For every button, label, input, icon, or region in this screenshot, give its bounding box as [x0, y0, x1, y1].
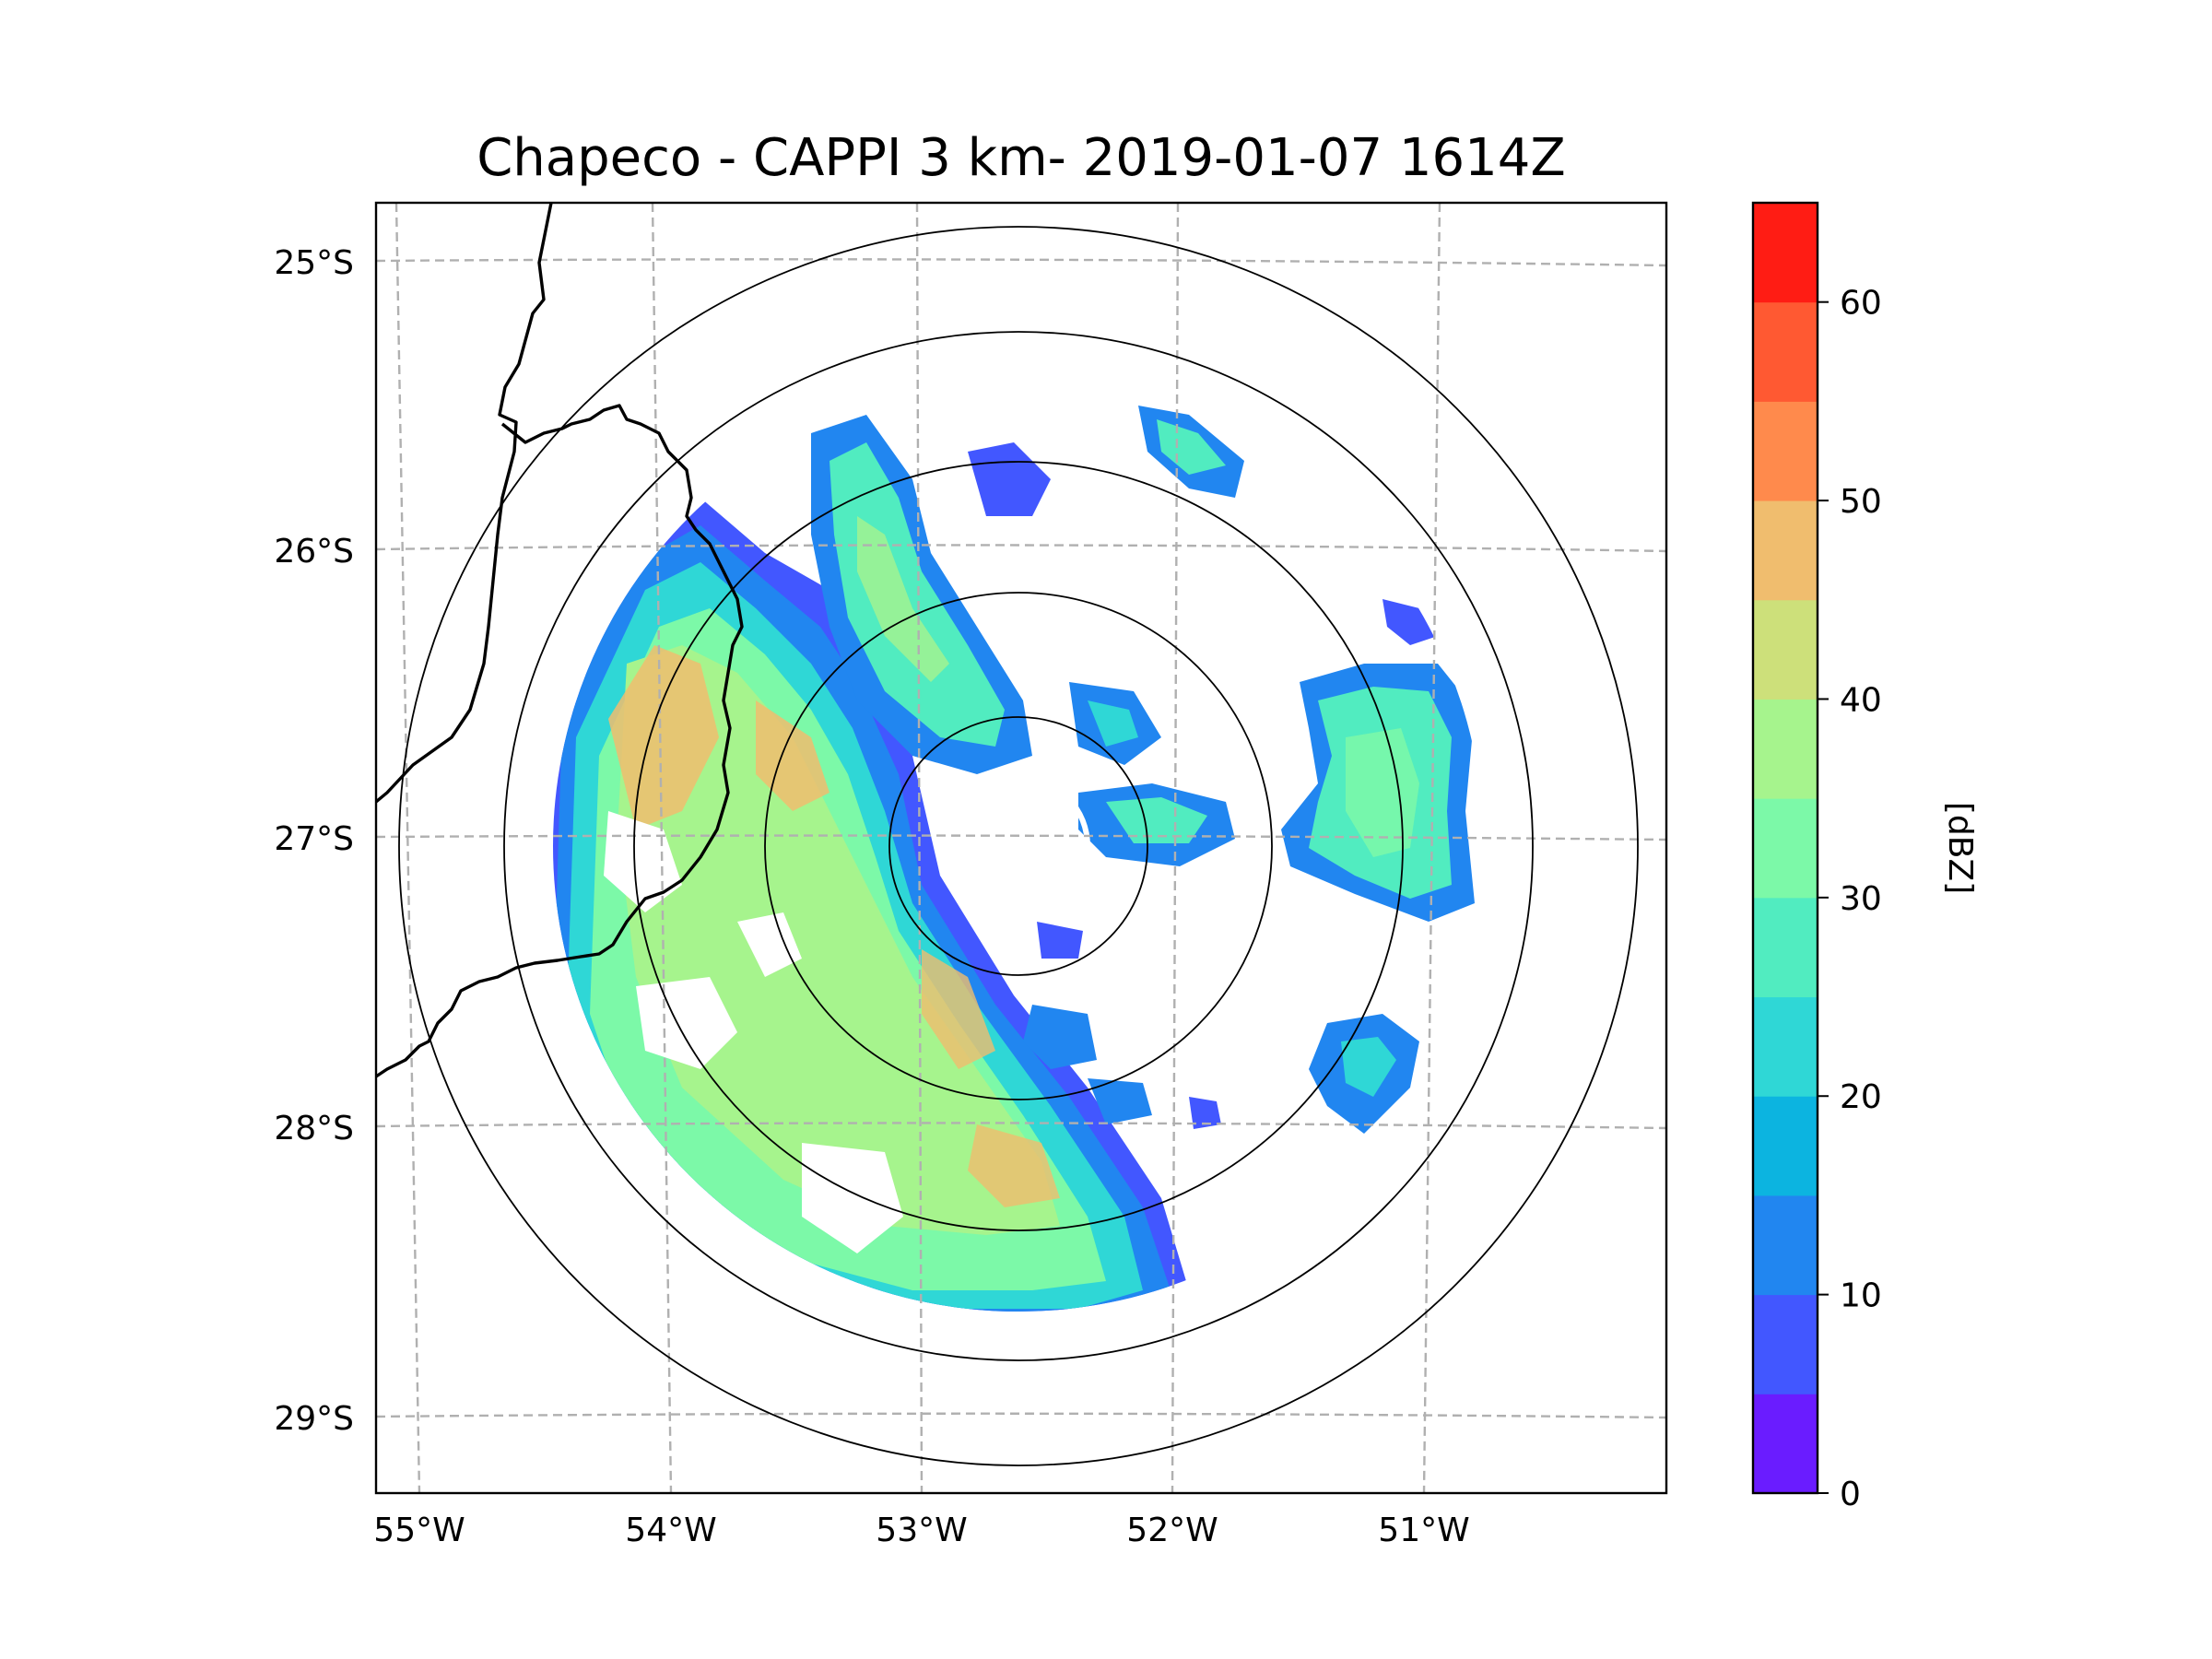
colorbar-segment-0 [1753, 1394, 1818, 1494]
echo-east-top [1382, 599, 1438, 645]
colorbar-tick-label-0: 0 [1840, 1476, 1861, 1513]
colorbar-segment-5 [1753, 1294, 1818, 1394]
gridline-lat-28 [376, 1122, 1666, 1130]
lon-labels: 55°W 54°W 53°W 52°W 51°W [373, 1512, 1469, 1549]
colorbar-label: [dBZ] [1941, 802, 1979, 894]
colorbar-tick-label-30: 30 [1840, 880, 1882, 918]
lat-label-29s: 29°S [274, 1400, 354, 1438]
lon-label-53w: 53°W [876, 1512, 967, 1549]
colorbar-tick-label-60: 60 [1840, 285, 1882, 323]
echo-north-band-30 [830, 442, 1005, 747]
lon-label-51w: 51°W [1378, 1512, 1469, 1549]
gridline-lon-55 [394, 203, 421, 1493]
lon-label-54w: 54°W [625, 1512, 716, 1549]
gridline-lon-54 [651, 203, 673, 1493]
colorbar-tick-label-50: 50 [1840, 483, 1882, 521]
lat-label-27s: 27°S [274, 820, 354, 858]
echo-central-south [1023, 1005, 1097, 1069]
range-ring-200km [503, 331, 1534, 1361]
echo-central-mid-inner [1088, 700, 1138, 747]
echo-north-scatter [968, 442, 1051, 516]
range-rings [398, 226, 1639, 1466]
lat-label-26s: 26°S [274, 533, 354, 571]
colorbar-segment-25 [1753, 897, 1818, 998]
colorbar-segment-50 [1753, 401, 1818, 501]
lon-label-52w: 52°W [1126, 1512, 1218, 1549]
echo-west-45c [922, 949, 995, 1069]
map-axes [374, 201, 1668, 1495]
gridline-lat-26 [376, 544, 1666, 553]
colorbar-tick-label-40: 40 [1840, 681, 1882, 719]
gridline-lat-27 [376, 834, 1666, 841]
colorbar-segments [1753, 203, 1818, 1494]
range-ring-50km [888, 716, 1148, 976]
chart-title: Chapeco - CAPPI 3 km- 2019-01-07 1614Z [477, 128, 1566, 188]
gridline-lat-25 [376, 258, 1666, 267]
colorbar-segment-10 [1753, 1194, 1818, 1296]
range-ring-150km [633, 461, 1404, 1231]
colorbar-tick-label-20: 20 [1840, 1078, 1882, 1116]
lat-labels: 25°S 26°S 27°S 28°S 29°S [274, 244, 354, 1438]
range-ring-250km [398, 226, 1639, 1466]
political-borders [376, 203, 744, 1078]
border-argentina-paraguay [376, 203, 553, 804]
echo-west-45d [968, 1124, 1060, 1207]
echo-west-45 [608, 645, 719, 830]
gridline-lon-52 [1171, 203, 1180, 1493]
colorbar-segment-30 [1753, 798, 1818, 899]
range-ring-100km [764, 592, 1273, 1100]
colorbar: 0 10 20 30 40 50 60 [dBZ] [1751, 201, 1979, 1513]
colorbar-segment-60 [1753, 203, 1818, 303]
border-brazil-argentina [376, 404, 744, 1078]
colorbar-segment-15 [1753, 1096, 1818, 1196]
lon-label-55w: 55°W [373, 1512, 465, 1549]
colorbar-ticks: 0 10 20 30 40 50 60 [1818, 285, 1882, 1513]
gridline-lon-53 [915, 203, 924, 1493]
lat-label-28s: 28°S [274, 1110, 354, 1147]
colorbar-tick-label-10: 10 [1840, 1277, 1882, 1315]
radar-reflectivity-field [553, 406, 1475, 1312]
echo-west-45b [756, 700, 830, 811]
lat-label-25s: 25°S [274, 244, 354, 282]
echo-east-40 [1346, 728, 1419, 857]
echo-south-center [1088, 1078, 1152, 1124]
colorbar-segment-35 [1753, 699, 1818, 799]
echo-central-south2 [1037, 922, 1083, 959]
echo-southeast-small [1189, 1097, 1221, 1129]
colorbar-segment-45 [1753, 500, 1818, 601]
echo-north-band-40 [857, 516, 949, 682]
colorbar-segment-20 [1753, 996, 1818, 1097]
gridline-lat-29 [376, 1412, 1666, 1419]
echo-southeast-inner [1341, 1037, 1396, 1097]
gridlines [376, 203, 1666, 1493]
colorbar-segment-40 [1753, 599, 1818, 700]
echo-central-east-inner [1106, 797, 1207, 843]
echo-northeast-inner [1157, 419, 1226, 475]
clutter-rings [947, 774, 1090, 918]
gridline-lon-51 [1422, 203, 1441, 1493]
colorbar-segment-55 [1753, 301, 1818, 402]
